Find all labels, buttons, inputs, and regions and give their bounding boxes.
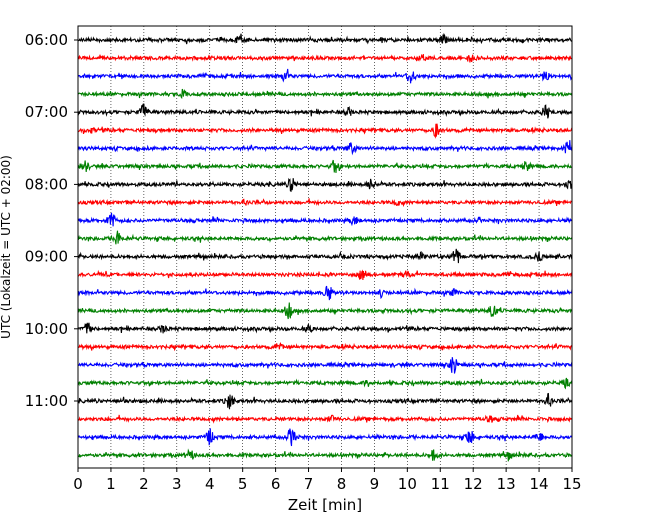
trace-0815 [77,198,573,208]
trace-0745 [77,159,573,173]
trace-0630 [77,68,573,84]
x-tick-label: 11 [431,475,450,493]
y-tick-label: 08:00 [25,175,68,193]
trace-0800 [77,177,573,193]
x-tick-label: 7 [304,475,314,493]
y-tick-label: 06:00 [25,31,68,49]
x-tick-label: 4 [205,475,215,493]
x-tick-label: 13 [497,475,516,493]
trace-1015 [77,341,573,352]
y-tick-label: 07:00 [25,103,68,121]
trace-0915 [78,269,573,281]
y-tick-label: 10:00 [25,320,68,338]
trace-0900 [77,248,573,264]
x-tick-label: 1 [106,475,116,493]
y-tick-label: 09:00 [25,248,68,266]
trace-0600 [77,32,573,45]
trace-0700 [77,102,573,119]
trace-1045 [77,377,573,390]
trace-1145 [77,448,573,462]
x-tick-label: 12 [464,475,483,493]
x-tick-label: 15 [562,475,581,493]
trace-0930 [77,285,573,301]
y-axis-ticks: 06:00 07:00 08:00 09:00 10:00 11:00 [25,31,78,410]
x-tick-label: 2 [139,475,149,493]
y-axis-label: UTC (Lokalzeit = UTC + 02:00) [0,155,13,339]
y-tick-label: 11:00 [25,392,68,410]
x-tick-label: 10 [398,475,417,493]
trace-0845 [77,230,572,245]
trace-1130 [77,428,573,447]
trace-lines [77,32,573,462]
trace-1000 [77,322,573,334]
x-tick-label: 0 [73,475,83,493]
trace-0645 [77,88,573,100]
x-tick-label: 14 [530,475,549,493]
x-tick-label: 5 [238,475,248,493]
plot-frame [77,25,573,469]
trace-1100 [77,392,573,410]
x-tick-label: 9 [370,475,380,493]
trace-1115 [77,414,573,424]
x-tick-label: 8 [337,475,347,493]
trace-0945 [77,302,573,320]
trace-0715 [77,123,573,139]
x-axis-ticks: 0 1 2 3 4 5 6 7 8 9 10 11 12 13 14 15 [73,468,582,493]
trace-0730 [77,140,573,156]
x-tick-label: 6 [271,475,281,493]
trace-1030 [77,357,573,374]
trace-0830 [77,212,573,227]
trace-0615 [77,53,573,63]
x-axis-label: Zeit [min] [288,496,362,514]
x-tick-label: 3 [172,475,182,493]
